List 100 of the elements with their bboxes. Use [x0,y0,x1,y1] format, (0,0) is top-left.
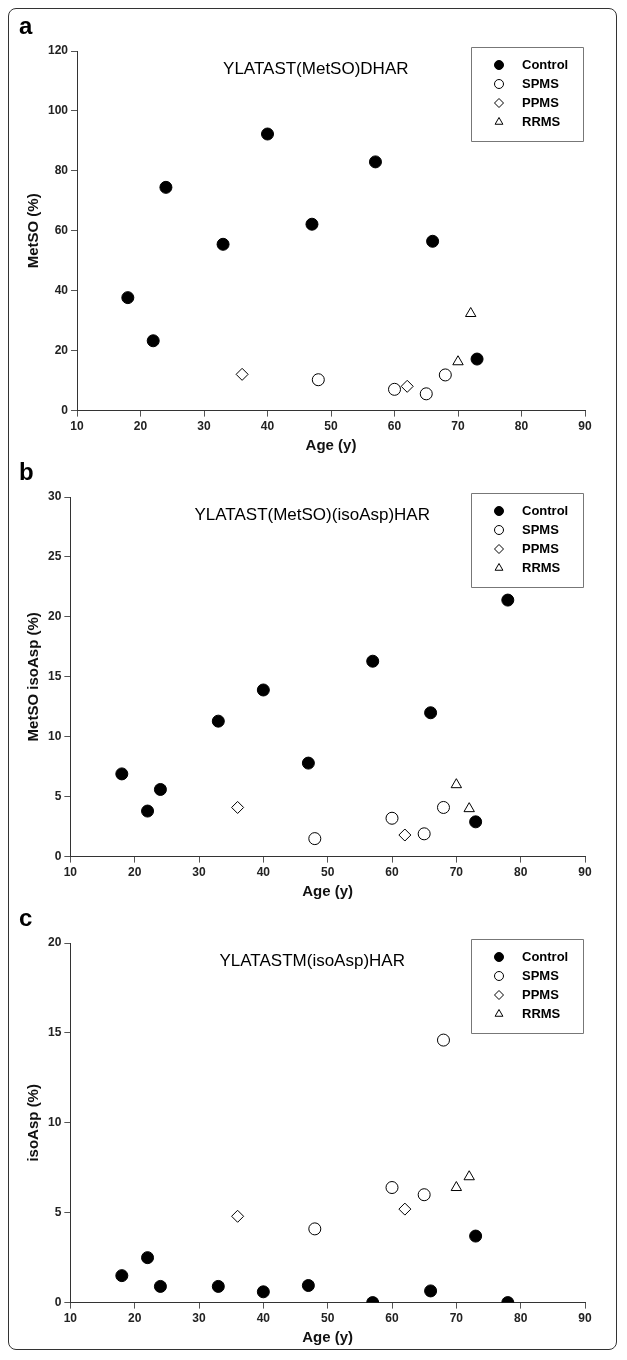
point [426,234,440,248]
point [438,368,452,382]
text: a [19,11,33,39]
x-tick-label: 40 [260,419,275,434]
x-tick-label: 70 [451,419,465,434]
x-tick-label: 80 [513,1311,528,1326]
y-tick-label: 5 [54,788,62,803]
point [436,800,450,814]
point [256,683,270,697]
point [305,217,319,231]
x-tick-label: 40 [256,1311,271,1326]
y-tick-label: 5 [54,1205,62,1220]
point [146,334,160,348]
text: YLATASTM(isoAsp)HAR [219,951,405,971]
y-tick-label: 15 [47,669,62,684]
legend-label: PPMS [522,540,560,556]
point [501,593,515,607]
y-tick-label: 0 [54,1294,62,1309]
x-tick-label: 50 [320,1311,335,1326]
point [308,1222,322,1236]
x-tick-label: 90 [578,1311,592,1326]
point [398,1202,412,1216]
point [385,811,399,825]
point [424,706,438,720]
x-tick-label: 20 [133,419,148,434]
point [419,387,433,401]
x-tick-label: 50 [324,419,338,434]
point [115,767,129,781]
x-axis-title: Age (y) [305,436,357,454]
y-tick-label: 30 [47,489,62,504]
x-tick-label: 20 [128,1311,142,1326]
point [469,815,483,829]
y-tick-label: 80 [54,163,69,178]
legend-label: RRMS [522,559,561,575]
x-tick-label: 30 [197,419,212,434]
point [470,352,484,366]
text: b [19,457,34,485]
x-tick-label: 80 [513,865,528,880]
point [231,800,245,814]
point [308,832,322,846]
point [417,827,431,841]
point [452,355,464,366]
x-tick-label: 10 [70,419,85,434]
point [301,1279,315,1293]
y-tick-label: 100 [47,103,69,118]
y-tick-label: 60 [54,223,69,238]
y-tick-label: 10 [47,1115,62,1130]
y-tick-label: 20 [47,935,62,950]
x-axis-title: Age (y) [302,1328,354,1346]
point [211,1279,225,1293]
y-tick-label: 25 [47,549,62,564]
point [465,307,477,318]
legend-label: SPMS [522,521,560,537]
y-axis-title: isoAsp (%) [24,1084,42,1162]
point [450,778,463,789]
point [311,373,325,387]
x-tick-label: 70 [449,865,464,880]
point [463,1170,475,1181]
point [153,782,167,796]
point [417,1188,431,1202]
x-tick-label: 90 [578,419,592,434]
y-axis-title: MetSO (%) [24,193,42,269]
legend-label: RRMS [522,1005,561,1021]
point [141,1251,155,1265]
x-axis-title: Age (y) [302,882,354,900]
point [121,291,135,305]
point [141,804,155,818]
point [400,379,414,393]
legend-label: RRMS [522,113,561,129]
legend-label: SPMS [522,967,560,983]
x-tick-label: 60 [385,865,399,880]
x-tick-label: 70 [449,1311,464,1326]
x-tick-label: 90 [578,865,592,880]
y-tick-label: 120 [47,43,69,58]
point [436,1033,450,1047]
point [153,1279,167,1293]
point [368,155,382,169]
legend-label: Control [522,56,569,72]
x-tick-label: 60 [387,419,402,434]
x-tick-label: 20 [128,865,142,880]
y-tick-label: 0 [61,402,69,417]
y-tick-label: 20 [47,609,62,624]
point [424,1284,438,1298]
point [261,127,275,141]
point [463,802,475,813]
point [469,1229,483,1243]
x-tick-label: 40 [256,865,271,880]
point [211,714,225,728]
text: c [19,903,33,931]
x-tick-label: 30 [192,865,206,880]
x-tick-label: 50 [320,865,335,880]
x-tick-label: 60 [385,1311,399,1326]
x-tick-label: 30 [192,1311,206,1326]
point [301,756,315,770]
point [231,1209,245,1223]
legend-label: Control [522,948,569,964]
point [256,1285,270,1299]
point [385,1181,399,1195]
legend-label: PPMS [522,986,560,1002]
point [115,1269,129,1283]
